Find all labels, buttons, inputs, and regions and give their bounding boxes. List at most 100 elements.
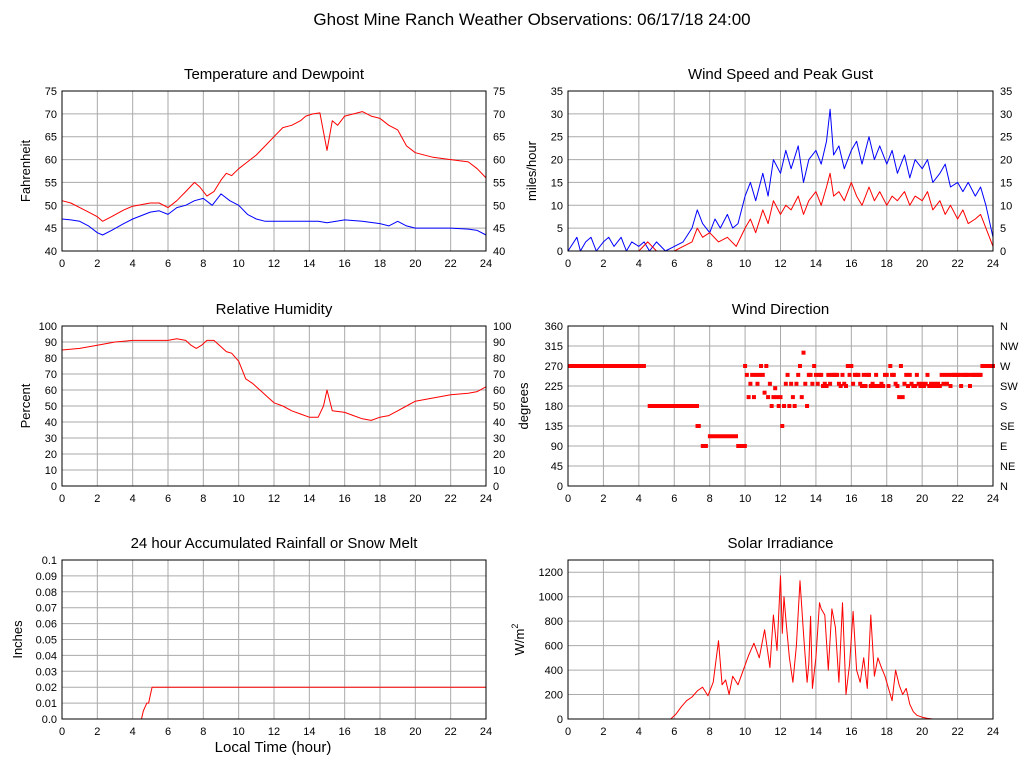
dir-point bbox=[764, 364, 769, 368]
temp-ytick: 60 bbox=[45, 155, 57, 167]
dir-point bbox=[867, 372, 872, 377]
dir-point bbox=[751, 395, 756, 400]
wind-ytick: 30 bbox=[551, 109, 563, 121]
rain-xtick: 10 bbox=[233, 726, 245, 738]
solar-xtick: 4 bbox=[636, 726, 642, 738]
temp-ylabel-text: Fahrenheit bbox=[18, 140, 33, 203]
dir-point bbox=[849, 364, 854, 368]
wind-ytick: 20 bbox=[551, 155, 563, 167]
dir-point bbox=[774, 395, 779, 400]
dir-point bbox=[815, 381, 820, 386]
solar-xtick: 14 bbox=[810, 726, 822, 738]
dir-point bbox=[927, 384, 932, 388]
dir-point bbox=[859, 384, 864, 388]
rain-xtick: 2 bbox=[94, 726, 100, 738]
temp-xtick: 10 bbox=[233, 258, 245, 270]
temp-ytick: 40 bbox=[45, 246, 57, 258]
dir-point bbox=[780, 424, 785, 428]
rain-xtick: 12 bbox=[268, 726, 280, 738]
dir-xtick: 20 bbox=[916, 493, 928, 505]
dir-point bbox=[842, 381, 847, 386]
rain-ytick: 0.02 bbox=[36, 682, 57, 694]
solar-xtick: 2 bbox=[600, 726, 606, 738]
rain-xtick: 20 bbox=[409, 726, 421, 738]
temp-xtick: 12 bbox=[268, 258, 280, 270]
rh-right-tick: 100 bbox=[493, 321, 511, 333]
temp-ytick: 65 bbox=[45, 132, 57, 144]
dir-point bbox=[755, 381, 760, 386]
wind-xtick: 16 bbox=[845, 258, 857, 270]
wind-right-tick: 15 bbox=[1000, 177, 1012, 189]
rh-right-tick: 60 bbox=[493, 385, 505, 397]
rain-ytick: 0.1 bbox=[42, 555, 57, 567]
dir-point bbox=[870, 381, 875, 386]
dir-point bbox=[796, 372, 801, 377]
dir-point bbox=[893, 381, 898, 386]
rain-xtick: 16 bbox=[339, 726, 351, 738]
solar-ylabel-sup: 2 bbox=[510, 624, 520, 629]
dir-right-tick: W bbox=[1000, 361, 1011, 373]
dir-point bbox=[769, 404, 774, 408]
rh-right-tick: 50 bbox=[493, 401, 505, 413]
temp-xtick: 8 bbox=[200, 258, 206, 270]
dir-point bbox=[851, 381, 856, 386]
temp-ytick: 45 bbox=[45, 223, 57, 235]
dir-point bbox=[874, 372, 879, 377]
dir-xtick: 4 bbox=[636, 493, 642, 505]
dir-point bbox=[895, 384, 900, 388]
dir-point bbox=[782, 404, 787, 408]
rain-xtick: 4 bbox=[130, 726, 136, 738]
wind-xtick: 0 bbox=[565, 258, 571, 270]
rain-ytick: 0.07 bbox=[36, 603, 57, 615]
wind-xtick: 20 bbox=[916, 258, 928, 270]
dir-point bbox=[939, 372, 944, 377]
dir-point bbox=[858, 381, 863, 386]
dir-ylabel: degrees bbox=[516, 382, 531, 429]
temp-ytick: 50 bbox=[45, 200, 57, 212]
dir-point bbox=[812, 364, 817, 368]
temp-right-tick: 70 bbox=[493, 109, 505, 121]
wind-xtick: 24 bbox=[987, 258, 999, 270]
dir-point bbox=[778, 395, 783, 400]
rh-ytick: 100 bbox=[39, 321, 57, 333]
wind-ytick: 15 bbox=[551, 177, 563, 189]
rain-series-0-line bbox=[62, 686, 486, 720]
dir-ytick: 0 bbox=[557, 481, 563, 493]
rh-ytick: 60 bbox=[45, 385, 57, 397]
dir-plot-frame bbox=[567, 325, 994, 487]
dir-point bbox=[923, 381, 928, 386]
solar-xtick: 16 bbox=[845, 726, 857, 738]
dir-xtick: 8 bbox=[707, 493, 713, 505]
temp-right-tick: 65 bbox=[493, 132, 505, 144]
dir-point bbox=[808, 372, 813, 377]
dir-xtick: 12 bbox=[774, 493, 786, 505]
rh-xtick: 4 bbox=[130, 493, 136, 505]
temp-xtick: 0 bbox=[59, 258, 65, 270]
dir-point bbox=[819, 372, 824, 377]
dir-point bbox=[918, 384, 923, 388]
wind-xtick: 2 bbox=[600, 258, 606, 270]
rain-xtick: 22 bbox=[445, 726, 457, 738]
dir-point bbox=[861, 372, 866, 377]
dir-point bbox=[771, 395, 776, 400]
dir-point bbox=[803, 381, 808, 386]
wind-series-0-line bbox=[567, 108, 994, 252]
dir-point bbox=[783, 381, 788, 386]
rh-title: Relative Humidity bbox=[216, 301, 333, 318]
wind-right-tick: 25 bbox=[1000, 132, 1012, 144]
dir-point bbox=[828, 381, 833, 386]
wind-title: Wind Speed and Peak Gust bbox=[688, 66, 874, 83]
dir-point bbox=[967, 384, 972, 388]
solar-xtick: 20 bbox=[916, 726, 928, 738]
wind-right-tick: 0 bbox=[1000, 246, 1006, 258]
dir-point bbox=[868, 384, 873, 388]
wind-right-tick: 35 bbox=[1000, 86, 1012, 98]
dir-point bbox=[762, 390, 767, 395]
dir-point bbox=[835, 372, 840, 377]
solar-ytick: 1200 bbox=[539, 567, 563, 579]
rh-right-tick: 20 bbox=[493, 449, 505, 461]
dir-point bbox=[925, 372, 930, 377]
